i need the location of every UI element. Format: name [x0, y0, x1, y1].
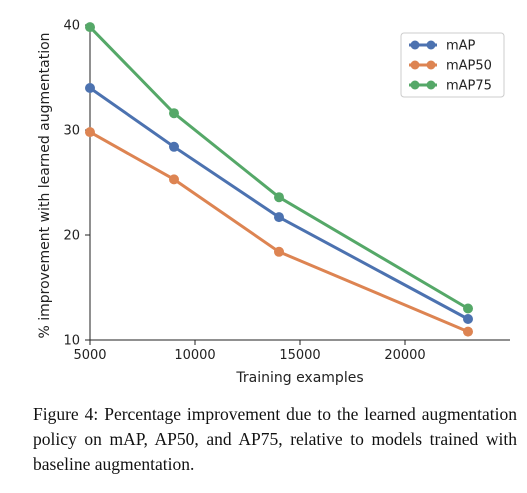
data-point-map50 — [85, 127, 95, 138]
data-point-map75 — [85, 22, 95, 33]
data-point-map75 — [463, 303, 473, 314]
data-point-map — [463, 314, 473, 324]
legend-marker-map50 — [410, 60, 420, 70]
x-tick-label: 15000 — [279, 348, 320, 363]
legend-label-map: mAP — [446, 39, 476, 54]
data-point-map75 — [274, 192, 284, 203]
series-line-map — [89, 86, 469, 321]
x-tick-label: 10000 — [174, 348, 215, 363]
y-axis-title: % improvement with learned augmentation — [37, 32, 53, 338]
y-tick-label: 10 — [63, 334, 80, 349]
data-point-map50 — [169, 174, 179, 185]
series-line-map75 — [88, 26, 469, 310]
x-axis-title: Training examples — [235, 370, 363, 386]
data-point-map — [85, 83, 95, 93]
y-tick-label: 20 — [63, 229, 80, 244]
legend-frame — [400, 32, 505, 98]
series-line-map50 — [89, 130, 469, 333]
legend-marker-map75 — [410, 80, 420, 90]
data-point-map50 — [463, 326, 473, 337]
figure-caption: Figure 4: Percentage improvement due to … — [33, 404, 517, 474]
legend-marker-map — [426, 40, 436, 50]
data-point-map — [274, 212, 284, 223]
x-tick-label: 20000 — [384, 348, 425, 363]
legend-label-map75: mAP75 — [446, 79, 492, 94]
legend-label-map50: mAP50 — [446, 59, 492, 74]
chart-legend: mAP mAP50 mAP75 — [400, 32, 505, 98]
y-tick-label: 40 — [63, 19, 80, 34]
data-point-map50 — [274, 246, 284, 257]
line-chart: 10 20 30 40 5000 10000 15000 20000 mAP mAP50 mAP7… — [37, 19, 510, 386]
y-tick-label: 30 — [63, 124, 80, 139]
legend-marker-map — [410, 40, 420, 50]
legend-marker-map50 — [426, 60, 436, 70]
data-point-map — [169, 141, 179, 152]
chart-axes: 10 20 30 40 5000 10000 15000 20000 — [63, 19, 510, 363]
x-tick-label: 5000 — [73, 348, 106, 363]
legend-marker-map75 — [426, 80, 436, 90]
chart-series — [85, 22, 473, 337]
data-point-map75 — [169, 108, 179, 119]
